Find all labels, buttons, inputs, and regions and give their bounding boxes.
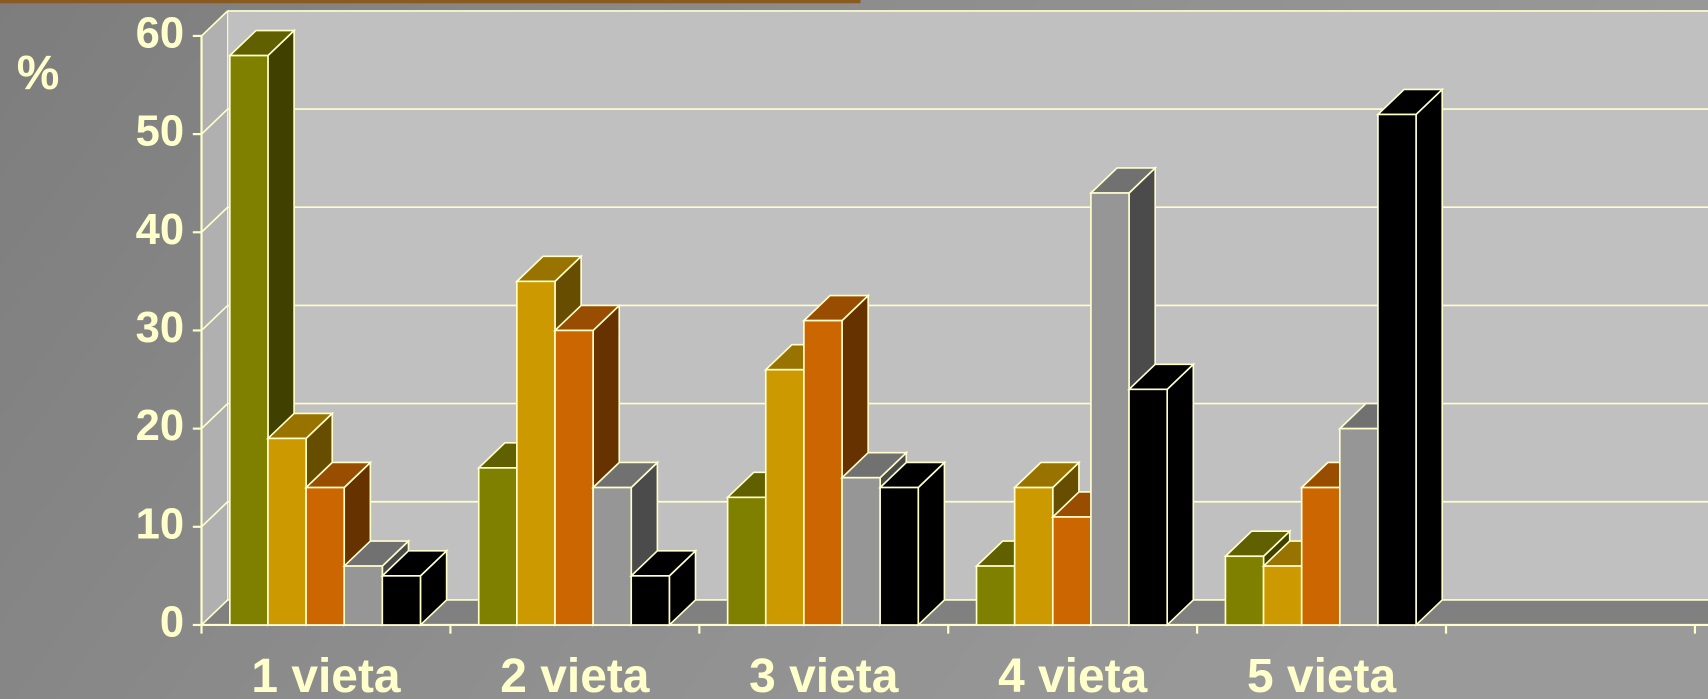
grid-line-side — [200, 108, 229, 135]
bar — [343, 565, 384, 626]
y-tick-label: 50 — [136, 108, 184, 156]
bar — [381, 575, 422, 626]
bar — [267, 437, 307, 626]
bar — [229, 54, 269, 626]
grid-line-side — [200, 304, 229, 332]
x-tick-label: 2 vieta — [500, 650, 650, 699]
bar — [305, 486, 346, 626]
bar — [630, 575, 671, 626]
x-tick-label: 3 vieta — [749, 650, 899, 699]
bar — [1339, 427, 1379, 626]
bar — [1051, 516, 1092, 626]
bar — [975, 565, 1016, 626]
y-axis-label: % — [17, 47, 60, 100]
bar-side — [1166, 362, 1195, 627]
grid-line-side — [200, 402, 229, 430]
grid-line-side — [200, 10, 229, 37]
bar-side — [1415, 87, 1444, 627]
grid-line-side — [200, 206, 229, 233]
bar — [764, 368, 805, 626]
bar — [1128, 388, 1168, 626]
bar — [592, 486, 633, 626]
bar — [879, 486, 920, 626]
grid-line-side — [200, 501, 229, 528]
bar-side — [917, 460, 946, 627]
x-tick-label: 5 vieta — [1247, 650, 1397, 699]
y-tick-label: 60 — [136, 9, 184, 57]
x-tick-label: 1 vieta — [251, 650, 401, 699]
x-tick-label: 4 vieta — [998, 650, 1148, 699]
bar — [516, 280, 556, 626]
bar — [477, 467, 518, 626]
y-tick-label: 20 — [136, 402, 184, 450]
bar — [1300, 486, 1341, 626]
y-tick-label: 30 — [136, 304, 184, 352]
bar — [554, 329, 594, 626]
bar — [1224, 555, 1265, 626]
bar — [1090, 192, 1130, 626]
bar — [1377, 113, 1417, 626]
top-strip — [0, 0, 861, 4]
y-tick-label: 10 — [136, 500, 184, 548]
y-tick-label: 0 — [160, 598, 184, 646]
bar — [803, 319, 843, 626]
y-tick-label: 40 — [136, 206, 184, 254]
bar — [726, 496, 767, 626]
bar — [1013, 486, 1054, 626]
grid-line-side — [200, 599, 229, 626]
bar — [841, 476, 881, 626]
bar — [1262, 565, 1303, 626]
